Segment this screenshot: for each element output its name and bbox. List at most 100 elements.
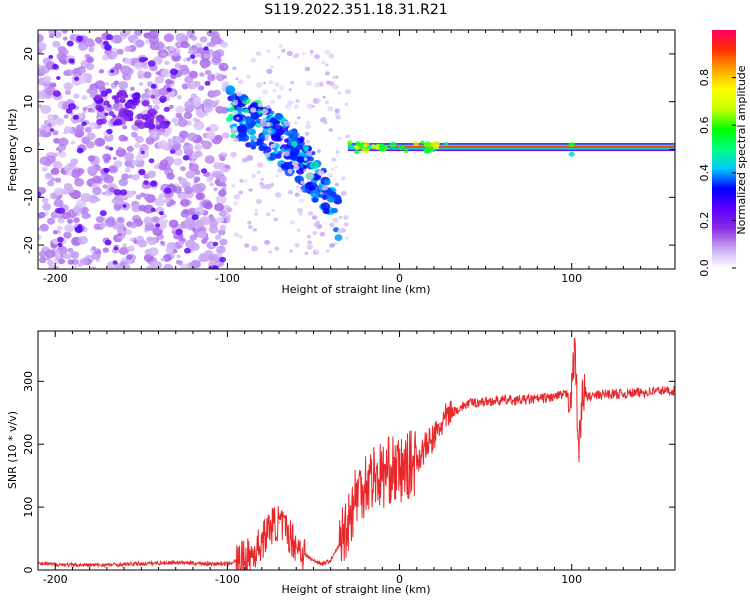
spectral-blob bbox=[63, 126, 73, 134]
spectral-blob bbox=[141, 100, 150, 107]
spectral-blob bbox=[334, 234, 343, 242]
spectral-blob bbox=[45, 249, 56, 259]
spectral-blob bbox=[191, 44, 197, 50]
spectral-blob bbox=[44, 86, 56, 96]
spectral-blob bbox=[309, 52, 314, 56]
spectral-blob bbox=[276, 168, 283, 174]
spectral-blob bbox=[76, 75, 87, 84]
spectral-blob bbox=[219, 256, 227, 263]
spectral-blob bbox=[111, 198, 119, 204]
spectral-blob bbox=[425, 141, 431, 147]
spectral-blob bbox=[294, 243, 300, 248]
snr-point bbox=[355, 493, 358, 496]
spectral-blob bbox=[180, 166, 186, 172]
spectral-blob bbox=[297, 116, 301, 120]
spectral-blob bbox=[58, 137, 69, 147]
colorbar-tick-label: 0.0 bbox=[698, 259, 711, 277]
snr-point bbox=[485, 400, 487, 402]
snr-point bbox=[578, 456, 580, 458]
spectral-blob bbox=[39, 129, 47, 136]
spectral-blob bbox=[149, 130, 159, 138]
spectral-blob bbox=[87, 57, 93, 63]
spectral-blob bbox=[299, 189, 303, 193]
spectral-blob bbox=[191, 59, 198, 65]
spectral-blob bbox=[113, 203, 122, 211]
snr-y-axis-label: SNR (10 * v/v) bbox=[6, 411, 19, 489]
spectral-blob bbox=[61, 30, 68, 34]
snr-point bbox=[622, 393, 625, 395]
spectral-blob bbox=[79, 67, 87, 74]
spectral-blob bbox=[175, 105, 185, 114]
spectral-blob bbox=[108, 111, 115, 116]
spectral-blob bbox=[78, 236, 88, 245]
spectral-blob bbox=[270, 65, 274, 69]
spectral-blob bbox=[275, 174, 280, 178]
spectral-blob bbox=[147, 60, 156, 67]
spectral-blob bbox=[250, 107, 257, 113]
spectral-blob bbox=[290, 80, 295, 85]
spectral-blob bbox=[122, 109, 129, 115]
spectral-blob bbox=[264, 152, 271, 158]
spectral-blob bbox=[237, 79, 244, 85]
spectral-blob bbox=[148, 118, 155, 124]
spectral-blob bbox=[124, 167, 131, 173]
spectral-blob bbox=[330, 168, 334, 171]
spectral-blob bbox=[156, 131, 163, 137]
spectral-blob bbox=[378, 143, 386, 150]
spectral-blob bbox=[218, 210, 227, 217]
spectral-blob bbox=[76, 35, 83, 42]
spectral-blob bbox=[424, 146, 430, 151]
spectrogram-heatmap bbox=[38, 30, 675, 269]
spectral-blob bbox=[124, 58, 132, 65]
spectral-blob bbox=[154, 197, 166, 207]
snr-point bbox=[244, 558, 246, 560]
spectral-blob bbox=[309, 50, 314, 53]
spectral-blob bbox=[311, 104, 315, 108]
spectral-blob bbox=[179, 263, 191, 269]
spectral-blob bbox=[246, 74, 252, 79]
snr-frame bbox=[37, 330, 676, 571]
spectral-blob bbox=[53, 199, 64, 208]
spectral-blob bbox=[306, 103, 314, 110]
spectral-blob bbox=[444, 141, 449, 146]
spectral-blob bbox=[122, 243, 127, 247]
spectral-blob bbox=[102, 184, 108, 189]
spectral-blob bbox=[134, 122, 140, 126]
spectral-blob bbox=[344, 89, 351, 95]
spectral-blob bbox=[225, 86, 236, 94]
spectral-blob bbox=[321, 60, 326, 65]
spectral-blob bbox=[314, 54, 320, 60]
spectral-blob bbox=[146, 136, 152, 141]
spectral-blob bbox=[191, 227, 197, 232]
snr-point bbox=[209, 563, 211, 565]
spectral-blob bbox=[102, 247, 109, 253]
spectral-blob bbox=[276, 94, 282, 99]
spectral-blob bbox=[56, 225, 63, 231]
spectral-blob bbox=[256, 170, 261, 175]
spectral-blob bbox=[328, 53, 334, 59]
spectral-blob bbox=[140, 150, 145, 155]
spectral-blob bbox=[203, 201, 213, 210]
spectral-blob bbox=[122, 204, 127, 208]
x-tick-label: -100 bbox=[215, 573, 240, 586]
spectral-blob bbox=[185, 43, 191, 48]
spectral-blob bbox=[70, 251, 80, 259]
spectral-blob bbox=[99, 210, 107, 217]
spectral-blob bbox=[307, 240, 313, 245]
spectral-blob bbox=[255, 82, 263, 88]
spectral-blob bbox=[96, 99, 101, 104]
spectral-blob bbox=[209, 216, 216, 222]
spectral-blob bbox=[38, 64, 43, 70]
spectral-blob bbox=[163, 33, 175, 42]
spectral-blob bbox=[218, 153, 223, 158]
spectral-blob bbox=[80, 192, 92, 203]
spectral-blob bbox=[278, 44, 283, 48]
spectral-blob bbox=[85, 141, 95, 149]
spectral-blob bbox=[284, 138, 289, 143]
spectral-blob bbox=[216, 245, 226, 254]
spectral-blob bbox=[253, 138, 258, 142]
spectral-blob bbox=[309, 189, 320, 198]
spectral-blob bbox=[38, 142, 41, 147]
spectral-blob bbox=[303, 169, 307, 173]
spectral-blob bbox=[166, 87, 173, 93]
